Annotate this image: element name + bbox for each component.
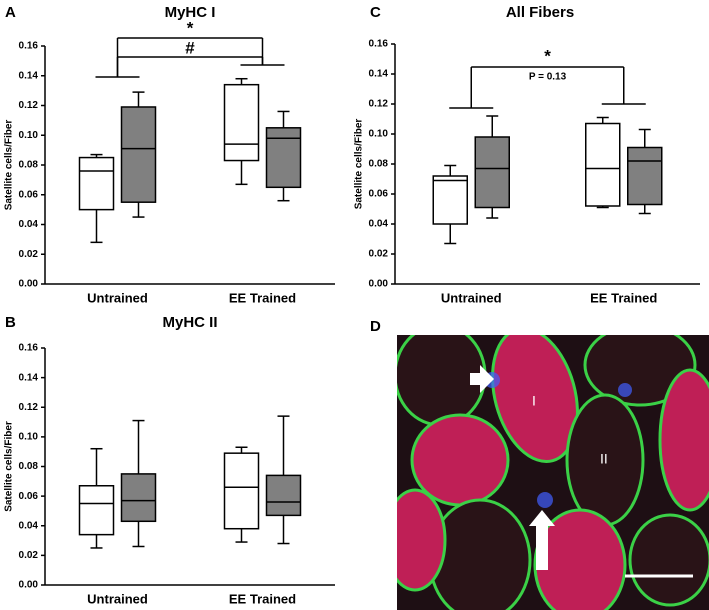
x-tick-label: Untrained <box>441 290 502 305</box>
fiber-label: II <box>600 451 608 467</box>
annotation: # <box>185 38 195 57</box>
fiber-label: I <box>532 393 536 409</box>
x-tick-label: Untrained <box>87 591 148 606</box>
box <box>223 452 260 530</box>
micrograph <box>397 335 709 610</box>
panel-label: B <box>5 314 16 331</box>
y-tick-label: 0.04 <box>369 219 389 230</box>
x-tick-label: EE Trained <box>229 591 296 606</box>
y-tick-label: 0.04 <box>19 219 39 230</box>
box <box>432 175 468 225</box>
y-axis-label: Satellite cells/Fiber <box>354 119 365 210</box>
y-tick-label: 0.06 <box>19 189 39 200</box>
annotation: * <box>544 46 551 65</box>
chart-title: MyHC I <box>165 4 216 21</box>
y-tick-label: 0.16 <box>369 39 389 50</box>
y-tick-label: 0.14 <box>19 70 39 81</box>
panel-label: D <box>370 318 381 335</box>
y-tick-label: 0.04 <box>19 520 39 531</box>
y-tick-label: 0.02 <box>19 550 39 561</box>
annotation: * <box>187 18 194 37</box>
y-tick-label: 0.00 <box>19 279 39 290</box>
box <box>265 127 302 189</box>
y-tick-label: 0.08 <box>19 461 39 472</box>
y-tick-label: 0.12 <box>19 402 39 413</box>
y-tick-label: 0.02 <box>19 249 39 260</box>
y-tick-label: 0.08 <box>369 159 389 170</box>
x-tick-label: EE Trained <box>590 290 657 305</box>
box <box>120 473 157 523</box>
y-tick-label: 0.00 <box>19 580 39 591</box>
y-axis-label: Satellite cells/Fiber <box>4 120 15 211</box>
y-tick-label: 0.06 <box>369 189 389 200</box>
box <box>223 83 260 162</box>
annotation: P = 0.13 <box>529 72 567 83</box>
y-tick-label: 0.14 <box>369 69 389 80</box>
y-tick-label: 0.00 <box>369 279 389 290</box>
y-tick-label: 0.16 <box>19 41 39 52</box>
y-tick-label: 0.10 <box>369 129 389 140</box>
y-tick-label: 0.12 <box>369 99 389 110</box>
panel-label: C <box>370 4 381 21</box>
y-tick-label: 0.08 <box>19 160 39 171</box>
panel-label: A <box>5 4 16 21</box>
y-tick-label: 0.12 <box>19 100 39 111</box>
box <box>120 106 157 203</box>
chart-title: All Fibers <box>506 4 574 21</box>
box <box>585 122 621 207</box>
box <box>265 474 302 517</box>
y-tick-label: 0.10 <box>19 432 39 443</box>
y-tick-label: 0.14 <box>19 372 39 383</box>
y-tick-label: 0.16 <box>19 343 39 354</box>
x-tick-label: EE Trained <box>229 290 296 305</box>
y-tick-label: 0.06 <box>19 491 39 502</box>
y-tick-label: 0.10 <box>19 130 39 141</box>
box <box>78 156 115 211</box>
box <box>627 146 663 206</box>
x-tick-label: Untrained <box>87 290 148 305</box>
chart-title: MyHC II <box>162 314 217 331</box>
box <box>474 136 510 209</box>
y-axis-label: Satellite cells/Fiber <box>4 421 15 512</box>
y-tick-label: 0.02 <box>369 249 389 260</box>
box <box>78 485 115 536</box>
